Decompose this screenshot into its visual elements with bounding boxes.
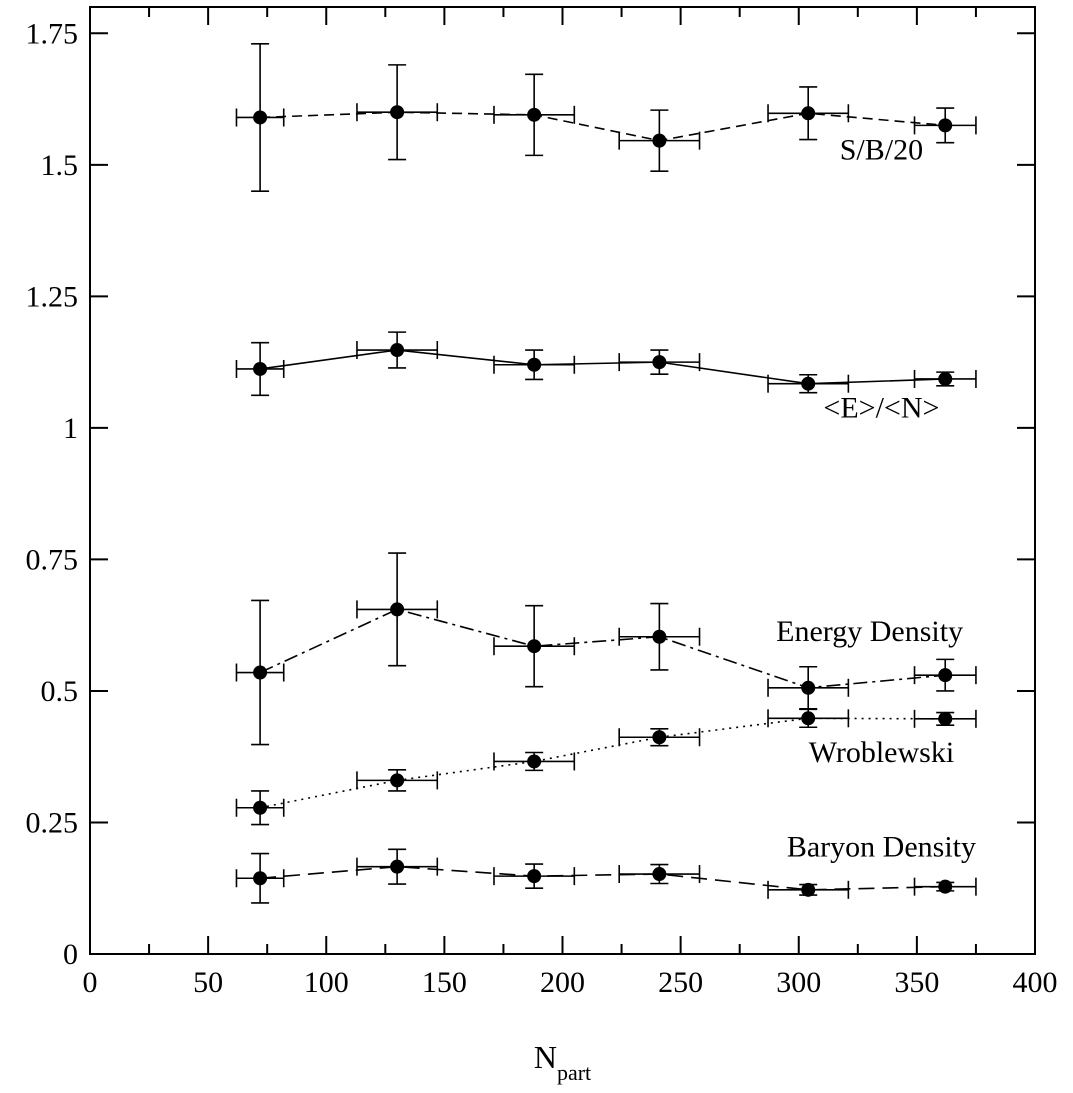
data-point	[390, 773, 405, 788]
x-tick-label: 300	[776, 966, 821, 999]
data-point	[253, 110, 268, 125]
data-point	[527, 357, 542, 372]
x-tick-label: 350	[894, 966, 939, 999]
x-tick-label: 0	[83, 966, 98, 999]
data-point	[652, 355, 667, 370]
series-4	[235, 848, 977, 904]
data-point	[938, 879, 953, 894]
data-point	[938, 371, 953, 386]
data-point	[801, 882, 816, 897]
series-0	[235, 43, 977, 192]
x-tick-label: 100	[304, 966, 349, 999]
series-label: Wroblewski	[809, 736, 954, 769]
series-line	[259, 608, 946, 689]
y-tick-label: 0.25	[26, 806, 79, 839]
data-point	[253, 665, 268, 680]
data-point	[253, 800, 268, 815]
series-2	[235, 552, 977, 746]
data-point	[801, 711, 816, 726]
data-point	[938, 668, 953, 683]
y-tick-label: 1	[63, 412, 78, 445]
data-point	[652, 629, 667, 644]
plot-area	[235, 43, 977, 904]
axes: 0 50 100 150 200 250 300 350 400 0 0.25 0.5 0.75 1 1.2…	[26, 7, 1058, 999]
x-axis-label-subscript: part	[557, 1060, 591, 1085]
data-point	[390, 602, 405, 617]
x-tick-label: 50	[193, 966, 223, 999]
x-axis-label: Npart	[534, 1039, 591, 1085]
data-point	[390, 343, 405, 358]
series-line	[260, 111, 946, 142]
data-point	[652, 133, 667, 148]
data-point	[390, 859, 405, 874]
error-bar	[493, 863, 576, 890]
data-point	[652, 867, 667, 882]
x-tick-label: 250	[658, 966, 703, 999]
series-label: <E>/<N>	[823, 391, 939, 424]
data-point	[527, 639, 542, 654]
data-point	[253, 871, 268, 886]
x-axis-label-main: N	[534, 1039, 557, 1075]
y-tick-label: 0.75	[26, 543, 79, 576]
series-line	[260, 865, 946, 891]
data-point	[652, 730, 667, 745]
series-1	[235, 331, 977, 397]
x-tick-label: 400	[1013, 966, 1058, 999]
y-tick-label: 1.25	[26, 280, 79, 313]
data-point	[527, 754, 542, 769]
y-tick-label: 1.75	[26, 17, 79, 50]
series-3	[235, 708, 977, 826]
y-tick-label: 0	[63, 938, 78, 971]
data-point	[938, 118, 953, 133]
series-line	[259, 349, 946, 385]
data-point	[938, 711, 953, 726]
data-point	[253, 361, 268, 376]
series-label: Energy Density	[776, 615, 963, 648]
series-label: S/B/20	[840, 134, 923, 167]
error-bar	[913, 369, 977, 388]
data-point	[801, 680, 816, 695]
series-label: Baryon Density	[787, 831, 976, 864]
y-tick-label: 1.5	[41, 149, 79, 182]
data-point	[801, 106, 816, 121]
data-point	[801, 376, 816, 391]
x-tick-label: 150	[422, 966, 467, 999]
series-labels: S/B/20 <E>/<N> Energy Density Wroblewski Bar…	[776, 134, 976, 864]
data-point	[527, 107, 542, 122]
x-tick-label: 200	[540, 966, 585, 999]
data-point	[527, 869, 542, 884]
data-point	[390, 105, 405, 120]
y-tick-label: 0.5	[41, 675, 79, 708]
